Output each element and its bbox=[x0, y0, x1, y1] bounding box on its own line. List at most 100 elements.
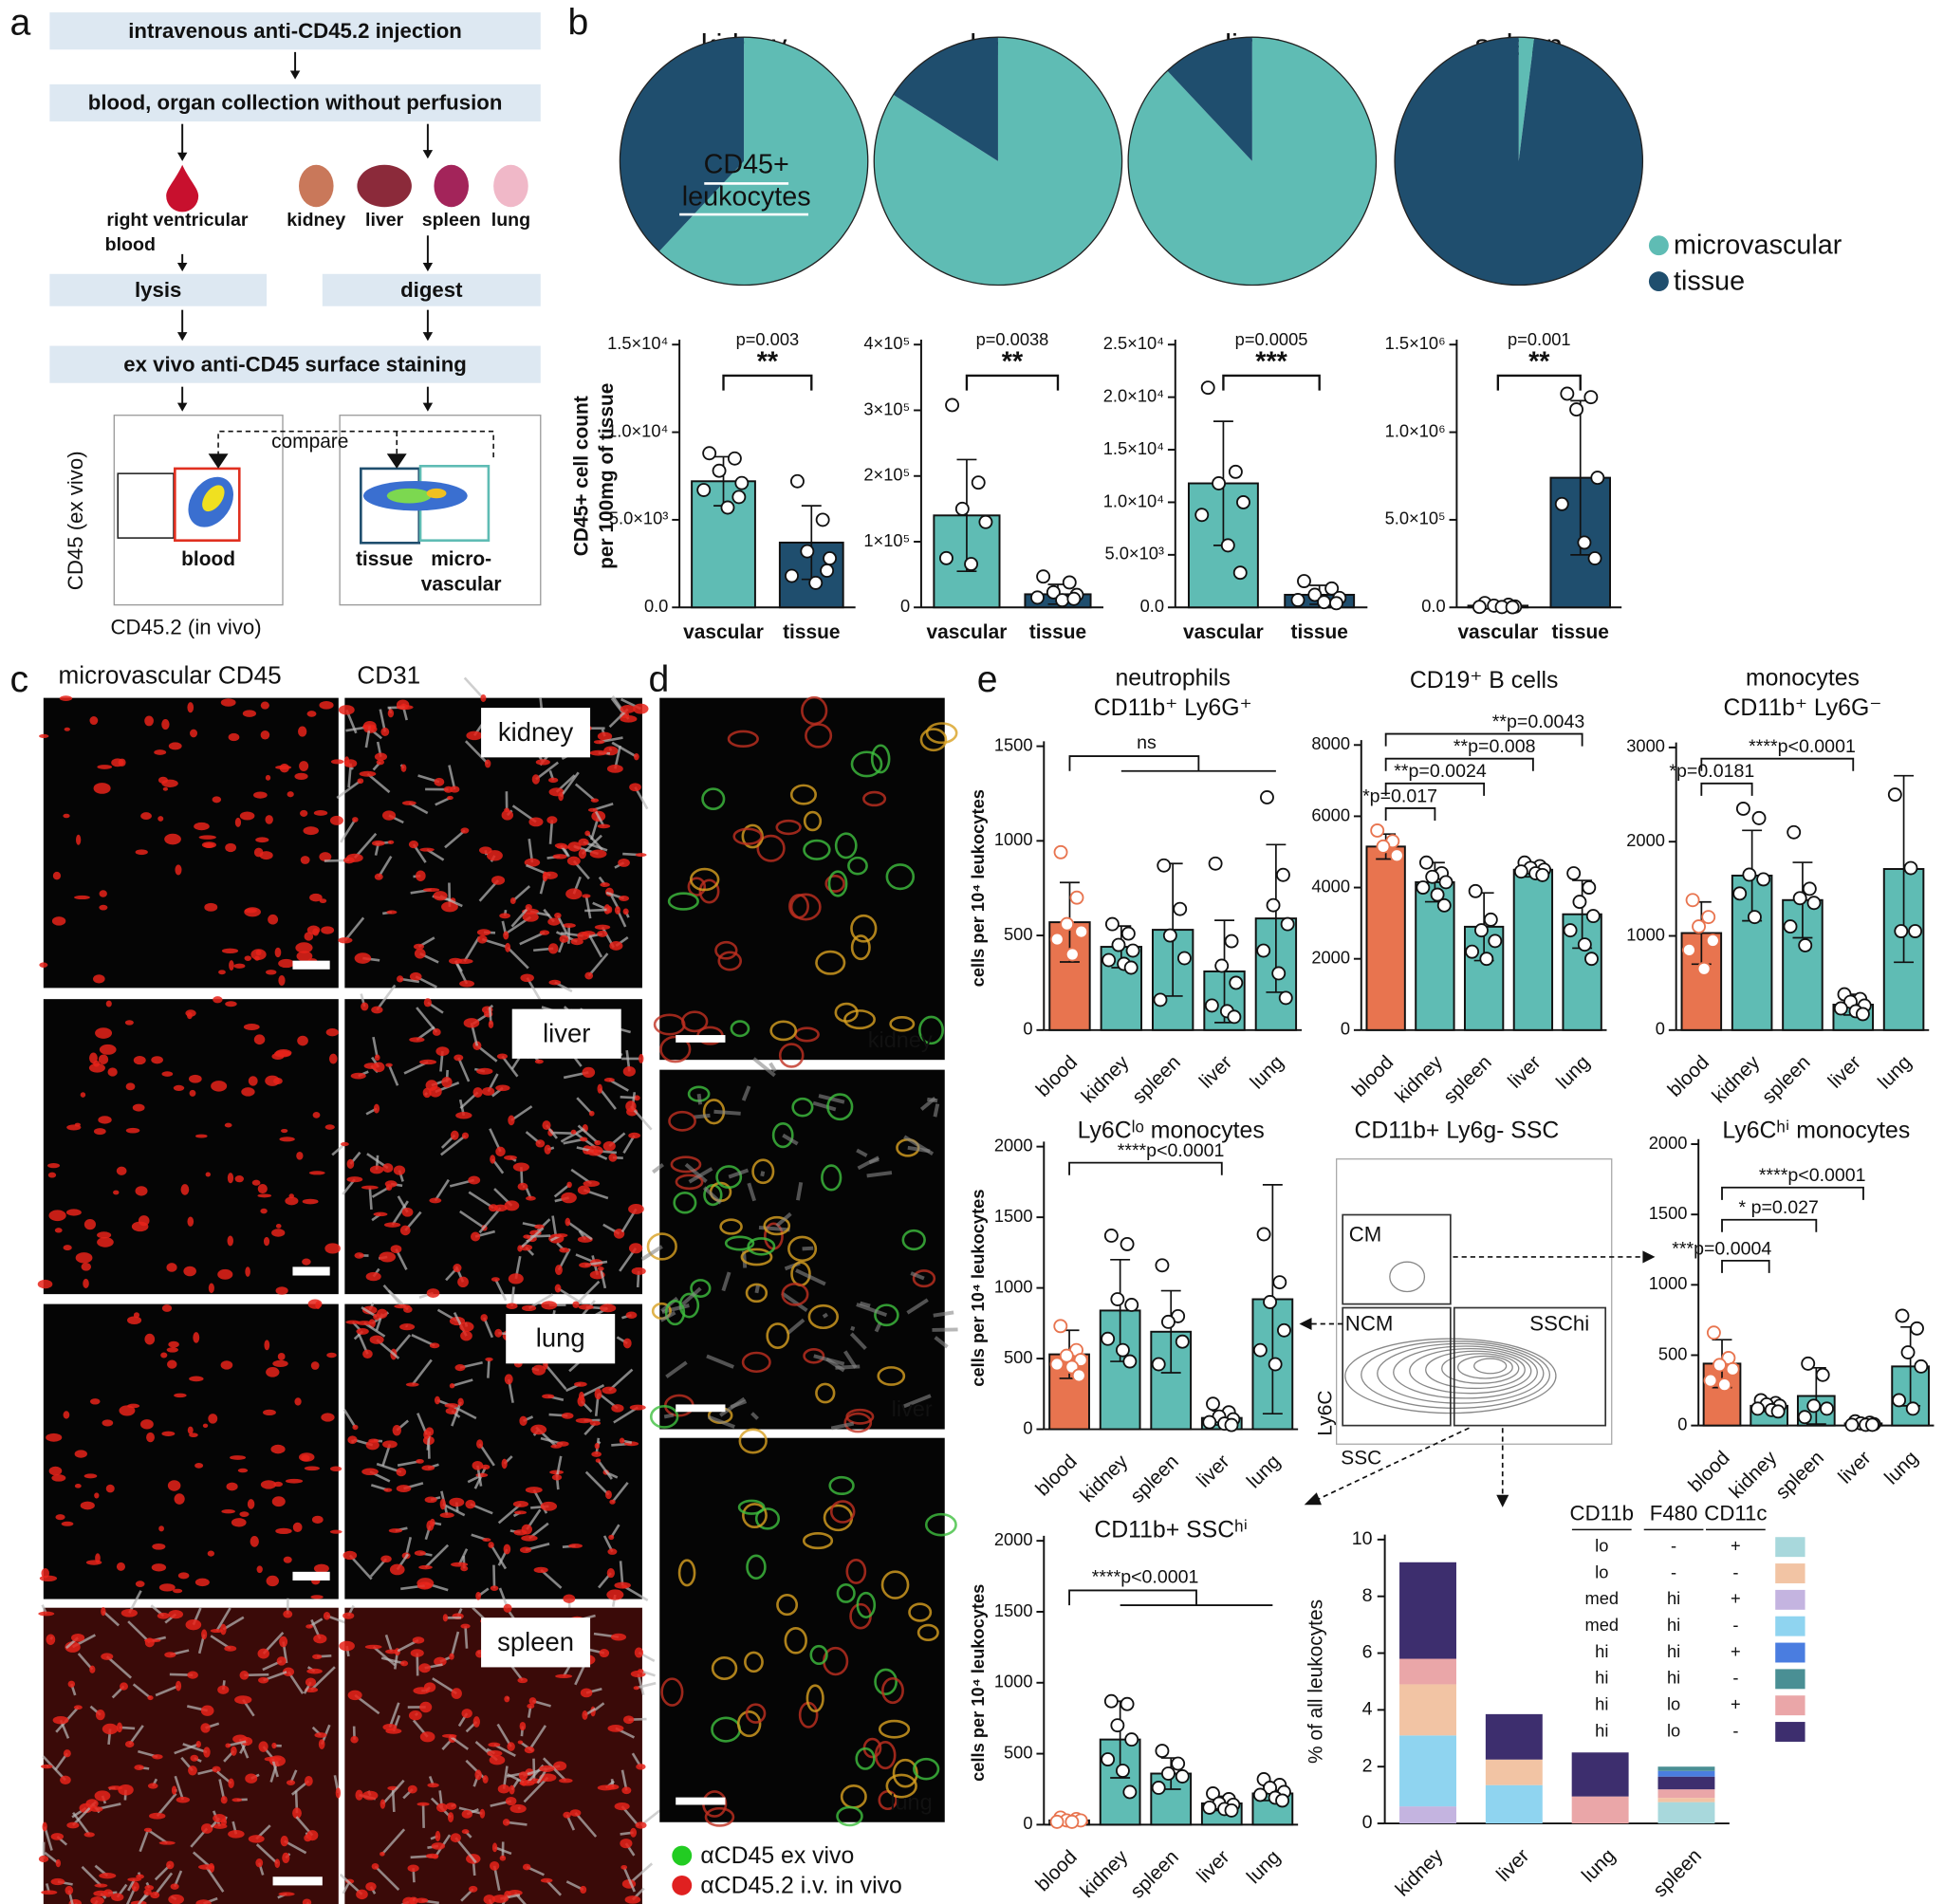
cell bbox=[504, 1695, 510, 1703]
cell bbox=[556, 1441, 569, 1447]
cell bbox=[589, 1420, 602, 1426]
cell bbox=[241, 1087, 255, 1097]
cell bbox=[354, 952, 372, 964]
cell bbox=[614, 1581, 631, 1589]
vessel bbox=[478, 1443, 495, 1467]
data-point bbox=[1214, 958, 1230, 973]
y-axis-label: per 100mg of tissue bbox=[596, 383, 618, 569]
data-point bbox=[1820, 1401, 1834, 1416]
cell bbox=[120, 1608, 138, 1617]
cell bbox=[620, 1839, 633, 1849]
cell bbox=[133, 1056, 146, 1065]
cell bbox=[373, 1103, 380, 1114]
cell bbox=[554, 1233, 568, 1238]
cell bbox=[146, 1432, 155, 1443]
cell bbox=[845, 1408, 875, 1425]
y-axis-label: cells per 10⁴ leukocytes bbox=[968, 789, 988, 987]
data-point bbox=[1910, 1321, 1924, 1336]
vessel bbox=[340, 819, 357, 843]
cell bbox=[74, 1484, 82, 1488]
data-point bbox=[1124, 1298, 1139, 1312]
vessel bbox=[622, 1866, 637, 1893]
data-point bbox=[1224, 1417, 1239, 1433]
data-point bbox=[1101, 1752, 1116, 1767]
cell bbox=[521, 1304, 537, 1312]
data-point bbox=[1892, 1393, 1907, 1408]
panel-letter: c bbox=[10, 659, 29, 700]
axis-label: CD45 (ex vivo) bbox=[64, 451, 87, 590]
cell bbox=[260, 701, 269, 710]
cell bbox=[347, 1690, 362, 1701]
cell bbox=[198, 835, 216, 840]
cell bbox=[59, 695, 73, 701]
bracket bbox=[1496, 374, 1582, 391]
data-point bbox=[1587, 551, 1602, 565]
cell bbox=[460, 1330, 472, 1341]
cell bbox=[892, 1758, 918, 1788]
significance: ** bbox=[1528, 346, 1550, 377]
data-point bbox=[1864, 1417, 1879, 1433]
gate bbox=[117, 472, 175, 539]
x-tick-label: tissue bbox=[1552, 621, 1609, 643]
data-point bbox=[1806, 896, 1822, 911]
cell bbox=[405, 1382, 419, 1387]
cell bbox=[382, 1440, 398, 1449]
data-point bbox=[1224, 1802, 1239, 1818]
vessel bbox=[378, 855, 393, 878]
contour bbox=[1457, 1355, 1513, 1379]
vessel bbox=[747, 1182, 757, 1202]
arrow-head bbox=[422, 150, 434, 159]
cell bbox=[89, 1052, 98, 1064]
bar-segment bbox=[1657, 1802, 1715, 1824]
bracket bbox=[1700, 757, 1855, 771]
legend-label: tissue bbox=[1674, 267, 1745, 297]
cell bbox=[434, 1396, 440, 1405]
data-point bbox=[1717, 1377, 1732, 1393]
vessel bbox=[451, 1404, 477, 1420]
cell bbox=[150, 1891, 160, 1899]
data-point bbox=[1227, 1009, 1242, 1025]
cell bbox=[300, 809, 308, 817]
micrograph bbox=[43, 999, 339, 1295]
data-point bbox=[1115, 1342, 1130, 1358]
cell bbox=[815, 950, 846, 975]
cell bbox=[425, 1853, 439, 1858]
cell bbox=[446, 795, 454, 801]
cell bbox=[187, 1671, 198, 1679]
cell bbox=[185, 1619, 202, 1631]
cell bbox=[152, 1754, 163, 1760]
cell bbox=[607, 1724, 624, 1732]
cell bbox=[789, 893, 822, 921]
cell bbox=[323, 1611, 331, 1620]
vessel bbox=[850, 1325, 856, 1331]
micrograph bbox=[43, 1303, 339, 1599]
p-value: p=0.003 bbox=[736, 329, 800, 349]
contour bbox=[1473, 1358, 1508, 1375]
y-tick-label: 6000 bbox=[1311, 804, 1350, 824]
cell bbox=[50, 1877, 65, 1886]
cell bbox=[260, 1480, 277, 1489]
step-box bbox=[322, 273, 541, 306]
data-point bbox=[1465, 944, 1480, 959]
cell bbox=[824, 875, 845, 893]
cell bbox=[845, 1558, 867, 1584]
cell bbox=[107, 1067, 118, 1077]
cell bbox=[522, 1863, 531, 1871]
step-label: ex vivo anti-CD45 surface staining bbox=[123, 352, 467, 376]
cell bbox=[362, 1790, 379, 1801]
cell bbox=[173, 1588, 183, 1594]
cell bbox=[268, 914, 279, 925]
legend-label: + bbox=[1731, 1641, 1741, 1661]
vessel bbox=[750, 1412, 759, 1420]
cell bbox=[468, 1175, 481, 1185]
data-point bbox=[702, 446, 717, 461]
cell bbox=[540, 1877, 553, 1883]
cell bbox=[622, 908, 629, 915]
error-bar bbox=[1160, 1289, 1181, 1374]
cell bbox=[239, 1511, 250, 1517]
cell bbox=[127, 1877, 141, 1882]
cell bbox=[143, 1638, 161, 1643]
data-point bbox=[1290, 593, 1305, 607]
data-point bbox=[1801, 1356, 1816, 1371]
blood-drop bbox=[166, 164, 199, 213]
